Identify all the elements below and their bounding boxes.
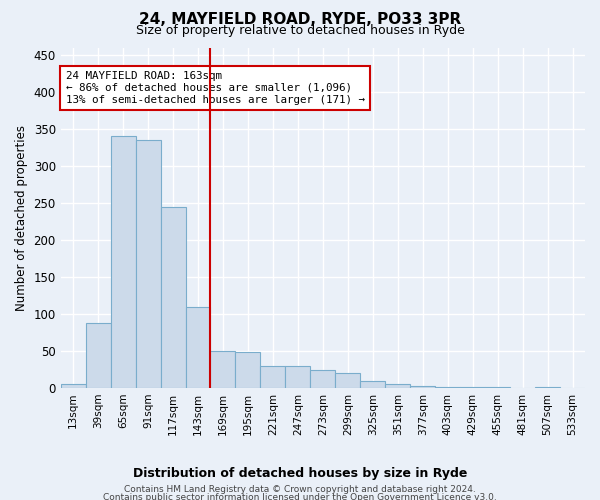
Bar [260, 366, 286, 388]
Bar [86, 323, 110, 388]
Text: Size of property relative to detached houses in Ryde: Size of property relative to detached ho… [136, 24, 464, 37]
Bar [211, 351, 235, 388]
Text: 24 MAYFIELD ROAD: 163sqm
← 86% of detached houses are smaller (1,096)
13% of sem: 24 MAYFIELD ROAD: 163sqm ← 86% of detach… [66, 72, 365, 104]
Text: Distribution of detached houses by size in Ryde: Distribution of detached houses by size … [133, 468, 467, 480]
Bar [360, 382, 385, 388]
Bar [235, 352, 260, 388]
Bar [410, 386, 435, 388]
Bar [161, 206, 185, 388]
Text: 24, MAYFIELD ROAD, RYDE, PO33 3PR: 24, MAYFIELD ROAD, RYDE, PO33 3PR [139, 12, 461, 28]
Y-axis label: Number of detached properties: Number of detached properties [15, 125, 28, 311]
Bar [136, 140, 161, 388]
Bar [310, 370, 335, 388]
Bar [385, 384, 410, 388]
Bar [435, 386, 460, 388]
Bar [335, 373, 360, 388]
Bar [286, 366, 310, 388]
Bar [61, 384, 86, 388]
Bar [185, 306, 211, 388]
Text: Contains HM Land Registry data © Crown copyright and database right 2024.: Contains HM Land Registry data © Crown c… [124, 485, 476, 494]
Bar [110, 136, 136, 388]
Text: Contains public sector information licensed under the Open Government Licence v3: Contains public sector information licen… [103, 492, 497, 500]
